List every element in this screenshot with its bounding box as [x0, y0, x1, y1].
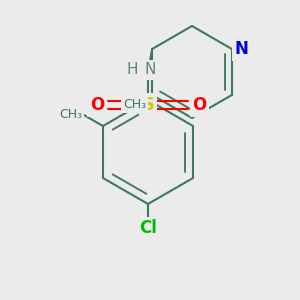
Text: N: N [235, 40, 249, 58]
Text: O: O [192, 96, 206, 114]
Text: H: H [127, 62, 138, 77]
Text: CH₃: CH₃ [59, 109, 82, 122]
Text: Cl: Cl [139, 219, 157, 237]
Text: S: S [142, 96, 154, 114]
Text: N: N [144, 62, 156, 77]
Text: CH₃: CH₃ [123, 98, 146, 112]
Text: O: O [90, 96, 104, 114]
